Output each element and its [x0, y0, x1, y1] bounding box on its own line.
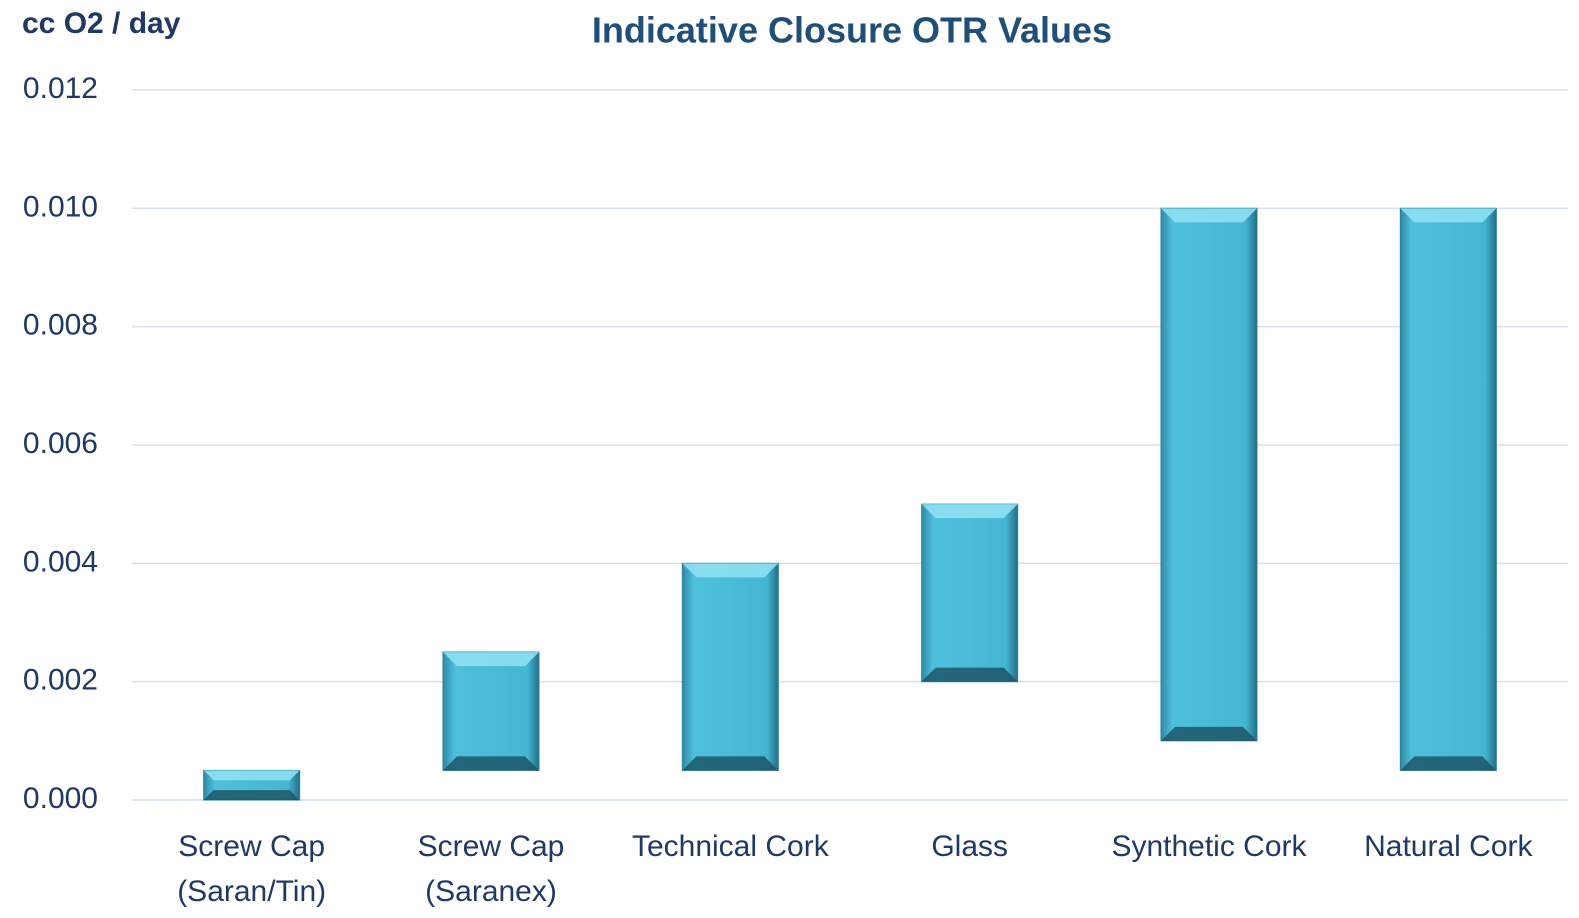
- bar: [442, 651, 540, 771]
- bar-bevel-bottom: [682, 756, 779, 771]
- x-tick-label: Natural Cork: [1364, 830, 1533, 863]
- x-tick-label: Screw Cap (Saran/Tin): [177, 830, 326, 908]
- x-tick-label-line: Natural Cork: [1364, 830, 1533, 863]
- x-tick-label-line: Synthetic Cork: [1111, 830, 1307, 863]
- bar: [681, 562, 779, 771]
- bar-bevel-top: [443, 652, 539, 667]
- y-tick-label: 0.004: [23, 545, 98, 578]
- bar: [1160, 207, 1258, 742]
- x-tick-label-line: (Saran/Tin): [177, 875, 326, 908]
- y-tick-label: 0.002: [23, 664, 98, 697]
- bar: [921, 503, 1019, 683]
- bar-bevel-bottom: [921, 667, 1018, 682]
- bar-bevel-top: [1161, 208, 1257, 223]
- x-tick-label: Synthetic Cork: [1111, 830, 1307, 863]
- y-tick-label: 0.010: [23, 190, 98, 223]
- x-tick-label-line: Screw Cap: [418, 830, 565, 863]
- x-tick-label: Screw Cap (Saranex): [418, 830, 565, 908]
- y-tick-label: 0.000: [23, 782, 98, 815]
- x-tick-label-line: (Saranex): [425, 875, 557, 908]
- x-tick-label: Glass: [931, 830, 1008, 863]
- bar-bevel-top: [682, 563, 779, 578]
- x-tick-label-line: Glass: [931, 830, 1008, 863]
- x-tick-label-line: Technical Cork: [632, 830, 830, 863]
- chart-title: Indicative Closure OTR Values: [592, 10, 1112, 51]
- bar-bevel-top: [1400, 208, 1497, 223]
- x-tick-label-line: Screw Cap: [178, 830, 325, 863]
- bar: [1399, 207, 1497, 771]
- y-tick-label: 0.006: [23, 427, 98, 460]
- bar-bevel-bottom: [203, 790, 300, 800]
- x-tick-label: Technical Cork: [632, 830, 830, 863]
- bar-bevel-bottom: [443, 756, 539, 771]
- y-tick-label: 0.012: [23, 72, 98, 105]
- bar-bevel-bottom: [1400, 756, 1497, 771]
- y-tick-label: 0.008: [23, 309, 98, 342]
- bar-bevel-bottom: [1161, 726, 1257, 741]
- y-axis-label: cc O2 / day: [22, 7, 181, 40]
- bar-bevel-top: [921, 504, 1018, 519]
- bar-bevel-top: [203, 770, 300, 781]
